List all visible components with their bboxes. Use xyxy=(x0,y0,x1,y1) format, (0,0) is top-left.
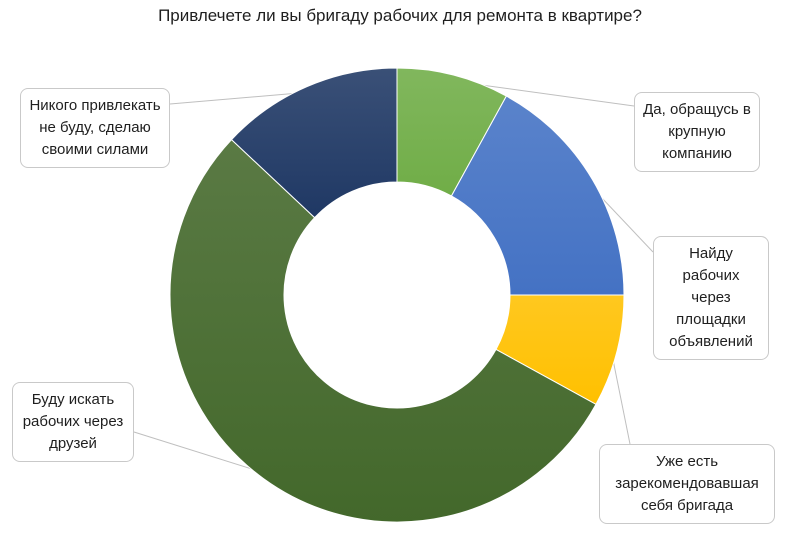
slice-druzya xyxy=(169,138,597,523)
leader-line xyxy=(169,91,310,105)
slice-sami xyxy=(230,67,398,219)
label-da-krupnaya: Да, обращусь в крупную компанию xyxy=(634,92,760,172)
slice-ploshchadki xyxy=(450,95,625,296)
label-sami: Никого привлекать не буду, сделаю своими… xyxy=(20,88,170,168)
leader-line xyxy=(610,349,631,445)
label-druzya: Буду искать рабочих через друзей xyxy=(12,382,134,462)
label-ploshchadki: Найду рабочих через площадки объявлений xyxy=(653,236,769,360)
label-brigada-est: Уже есть зарекомендовавшая себя бригада xyxy=(599,444,775,524)
chart-title: Привлечете ли вы бригаду рабочих для рем… xyxy=(158,6,642,25)
leader-line xyxy=(133,431,268,475)
